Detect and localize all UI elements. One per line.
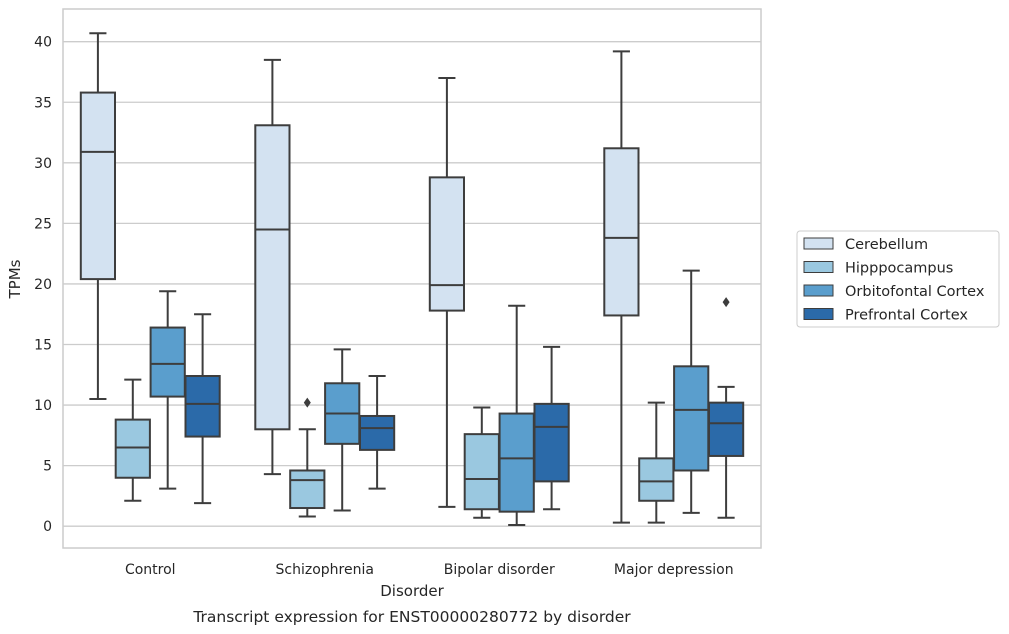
box-prefrontal-cortex	[533, 345, 570, 511]
box-orbitofontal-cortex	[149, 290, 186, 490]
legend-label: Hipppocampus	[845, 261, 953, 277]
box-hipppocampus	[289, 397, 326, 518]
y-tick-label: 20	[34, 277, 52, 293]
box-hipppocampus	[638, 401, 675, 524]
legend-label: Orbitofontal Cortex	[845, 284, 985, 300]
box-iqr	[79, 91, 117, 281]
box-iqr	[673, 365, 710, 472]
box-iqr	[254, 124, 291, 431]
x-tick-label: Schizophrenia	[276, 562, 374, 578]
box-orbitofontal-cortex	[673, 269, 710, 514]
box-prefrontal-cortex	[358, 375, 396, 490]
box-iqr	[463, 433, 500, 511]
box-iqr	[603, 147, 640, 317]
legend-swatch	[803, 261, 834, 273]
box-iqr	[707, 401, 745, 457]
box-prefrontal-cortex	[707, 297, 745, 519]
legend-swatch	[803, 284, 834, 297]
y-tick-label: 5	[43, 459, 52, 475]
legend-swatch	[803, 308, 834, 320]
box-iqr	[289, 469, 326, 510]
box-iqr	[638, 457, 675, 502]
x-tick-label: Bipolar disorder	[444, 562, 555, 578]
legend-swatch	[803, 237, 834, 250]
box-hipppocampus	[463, 406, 500, 519]
y-tick-label: 25	[34, 216, 52, 232]
box-iqr	[428, 176, 466, 312]
chart-caption: Transcript expression for ENST0000028077…	[192, 608, 631, 626]
box-orbitofontal-cortex	[498, 304, 535, 526]
x-tick-label: Control	[125, 562, 176, 578]
y-tick-label: 15	[34, 338, 52, 354]
y-tick-label: 10	[34, 398, 52, 414]
x-axis-title: Disorder	[380, 582, 444, 600]
y-tick-label: 30	[34, 156, 52, 172]
box-iqr	[358, 414, 396, 451]
plot-frame	[62, 8, 762, 549]
outlier-point	[722, 297, 730, 308]
y-tick-label: 40	[34, 35, 52, 51]
y-tick-label: 0	[43, 519, 52, 535]
box-cerebellum	[603, 50, 640, 524]
box-iqr	[498, 412, 535, 513]
outlier-point	[303, 397, 311, 408]
box-hipppocampus	[114, 378, 151, 502]
y-axis-title: TPMs	[6, 259, 24, 299]
box-iqr	[184, 375, 221, 438]
legend-label: Prefrontal Cortex	[845, 308, 968, 324]
legend: Cerebellum Hipppocampus Orbitofontal Corte…	[796, 230, 1000, 328]
box-orbitofontal-cortex	[324, 348, 361, 512]
legend-label: Cerebellum	[845, 237, 928, 253]
box-iqr	[533, 402, 570, 483]
box-cerebellum	[428, 77, 466, 508]
box-prefrontal-cortex	[184, 313, 221, 505]
y-tick-labels: 0 5 10 15 20 25 30 35 40	[34, 35, 52, 535]
box-plot-boxes	[79, 32, 745, 526]
legend-frame	[796, 230, 1000, 328]
box-iqr	[114, 418, 151, 479]
x-tick-labels: Control Schizophrenia Bipolar disorder Majo…	[125, 562, 734, 578]
x-tick-label: Major depression	[614, 562, 734, 578]
y-tick-label: 35	[34, 95, 52, 111]
box-cerebellum	[254, 58, 291, 476]
box-cerebellum	[79, 32, 117, 401]
box-iqr	[149, 326, 186, 398]
